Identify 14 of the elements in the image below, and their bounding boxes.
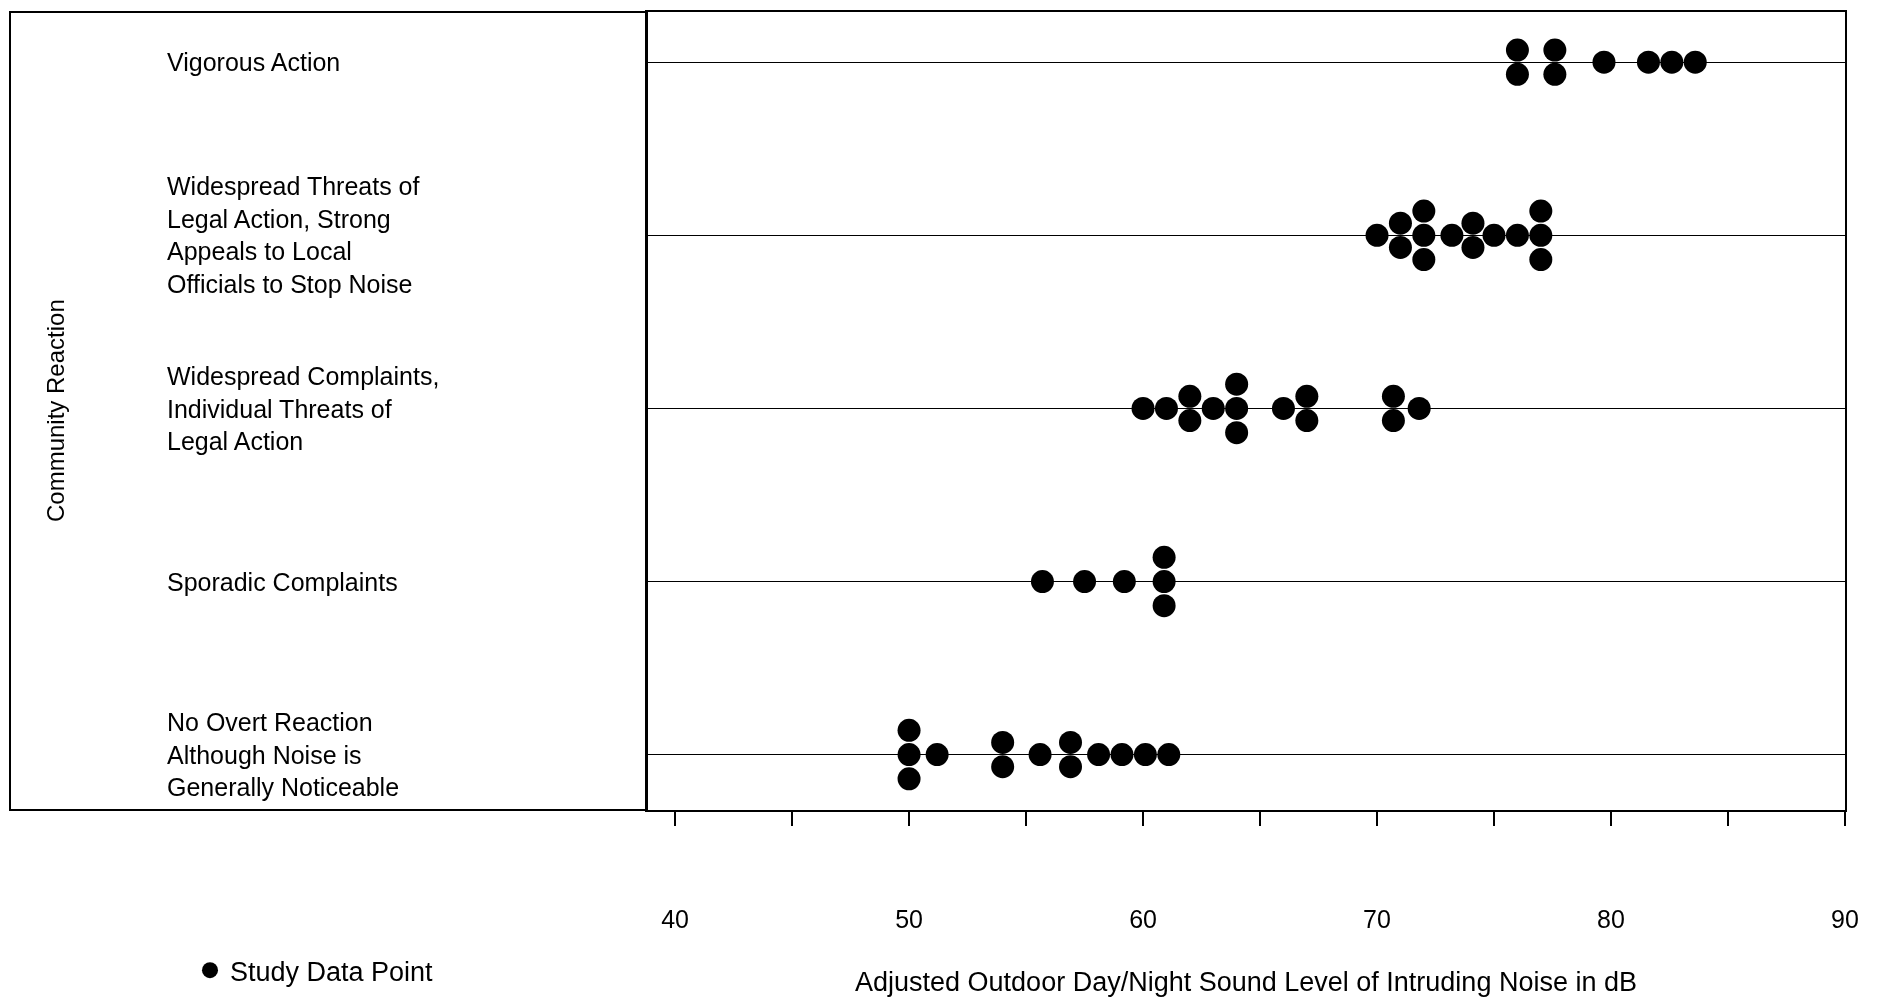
x-tick-label: 90 xyxy=(1831,905,1859,933)
y-tick-label: No Overt Reaction Although Noise is Generally Noticeable xyxy=(167,708,400,801)
legend-label: Study Data Point xyxy=(230,956,434,987)
y-tick-label: Vigorous Action xyxy=(167,48,341,76)
x-tick-label: 50 xyxy=(895,905,923,933)
x-tick-label: 70 xyxy=(1363,905,1391,933)
x-tick-label: 80 xyxy=(1597,905,1625,933)
x-tick-label: 60 xyxy=(1129,905,1157,933)
y-tick-label: Widespread Threats of Legal Action, Strong Appeals to Local Officials to Stop Noise xyxy=(167,172,420,298)
x-axis-title: Adjusted Outdoor Day/Night Sound Level of Intruding Noise in dB xyxy=(855,966,1637,997)
y-axis-title: Community Reaction xyxy=(42,299,69,522)
x-tick-label: 40 xyxy=(661,905,689,933)
y-tick-label: Sporadic Complaints xyxy=(167,568,398,596)
y-tick-label: Widespread Complaints, Individual Threats of Legal Action xyxy=(167,362,440,455)
